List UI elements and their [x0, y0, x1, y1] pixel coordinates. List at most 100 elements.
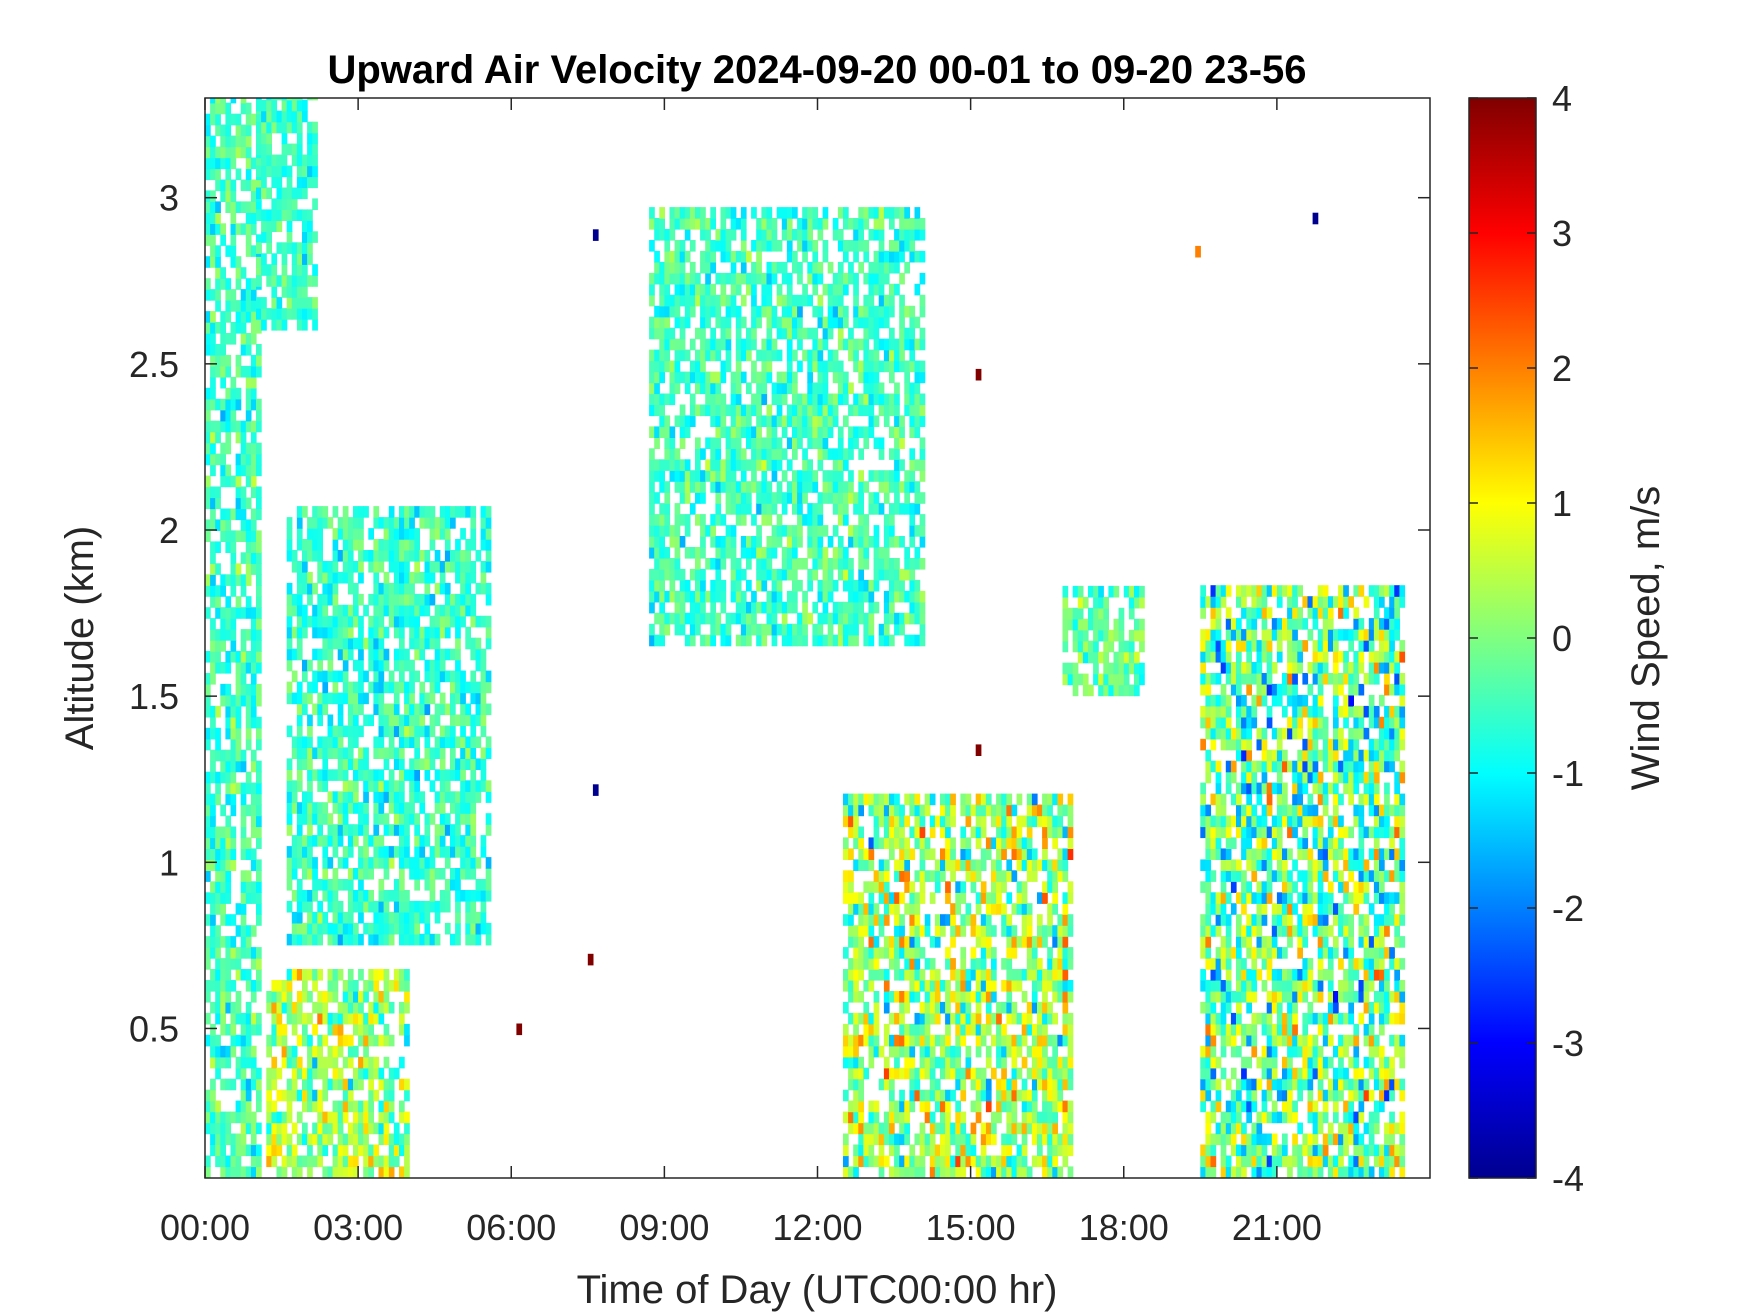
heatmap-cell	[883, 250, 890, 263]
heatmap-cell	[485, 922, 492, 935]
heatmap-cell	[781, 305, 788, 318]
heatmap-cell	[781, 261, 788, 274]
heatmap-cell	[353, 1045, 359, 1058]
heatmap-cell	[296, 692, 303, 705]
heatmap-cell	[302, 242, 308, 254]
heatmap-cell	[205, 574, 211, 586]
heatmap-cell	[230, 1012, 237, 1025]
heatmap-cell	[220, 574, 226, 586]
heatmap-cell	[848, 1067, 854, 1080]
heatmap-cell	[419, 933, 426, 946]
heatmap-cell	[883, 980, 890, 992]
heatmap-cell	[659, 229, 665, 241]
heatmap-cell	[210, 574, 216, 586]
heatmap-cell	[358, 1122, 364, 1135]
heatmap-cell	[205, 519, 211, 531]
heatmap-cell	[276, 1122, 283, 1135]
heatmap-cell	[863, 547, 870, 559]
heatmap-cell	[347, 582, 354, 595]
heatmap-cell	[817, 634, 824, 647]
heatmap-cell	[358, 550, 364, 562]
heatmap-cell	[919, 327, 926, 340]
heatmap-cell	[878, 448, 885, 460]
heatmap-cell	[296, 969, 303, 981]
heatmap-cell	[899, 1155, 905, 1168]
heatmap-cell	[281, 991, 288, 1003]
heatmap-cell	[383, 991, 390, 1003]
heatmap-cell	[929, 892, 936, 904]
heatmap-cell	[751, 437, 757, 449]
heatmap-cell	[296, 110, 303, 123]
heatmap-cell	[689, 371, 696, 384]
heatmap-cell	[302, 659, 308, 672]
heatmap-cell	[843, 881, 849, 893]
heatmap-cell	[771, 382, 778, 395]
heatmap-cell	[710, 415, 716, 427]
heatmap-cell	[250, 508, 257, 521]
heatmap-cell	[383, 747, 390, 759]
heatmap-cell	[868, 590, 875, 603]
heatmap-cell	[674, 536, 681, 548]
heatmap-cell	[853, 804, 859, 817]
heatmap-cell	[899, 1001, 905, 1014]
heatmap-cell	[756, 393, 762, 406]
heatmap-cell	[434, 528, 441, 540]
heatmap-cell	[368, 1100, 374, 1113]
heatmap-cell	[429, 561, 436, 573]
heatmap-cell	[414, 539, 420, 551]
heatmap-cell	[296, 725, 303, 738]
heatmap-cell	[689, 218, 696, 230]
heatmap-cell	[460, 791, 466, 803]
heatmap-cell	[399, 813, 405, 825]
heatmap-cell	[766, 415, 773, 427]
heatmap-cell	[414, 615, 420, 628]
heatmap-cell	[817, 514, 824, 526]
heatmap-cell	[792, 349, 798, 362]
heatmap-cell	[342, 922, 349, 935]
heatmap-cell	[439, 703, 446, 716]
heatmap-cell	[756, 316, 762, 329]
heatmap-cell	[276, 980, 283, 992]
heatmap-cell	[240, 683, 247, 696]
heatmap-cell	[409, 593, 415, 606]
heatmap-cell	[276, 297, 283, 309]
heatmap-cell	[337, 879, 344, 891]
heatmap-cell	[215, 881, 221, 893]
heatmap-cell	[735, 459, 742, 471]
heatmap-cell	[388, 933, 395, 946]
heatmap-cell	[429, 900, 436, 913]
heatmap-cell	[240, 1034, 247, 1047]
heatmap-cell	[266, 242, 272, 254]
heatmap-cell	[929, 980, 936, 992]
heatmap-cell	[399, 615, 405, 628]
heatmap-cell	[419, 857, 426, 869]
heatmap-cell	[797, 612, 803, 625]
heatmap-cell	[455, 769, 461, 781]
heatmap-cell	[245, 541, 252, 553]
heatmap-cell	[761, 360, 768, 373]
heatmap-cell	[991, 969, 997, 981]
heatmap-cell	[985, 1056, 992, 1069]
heatmap-cell	[317, 1045, 323, 1058]
heatmap-cell	[996, 1089, 1002, 1102]
heatmap-cell	[342, 681, 349, 694]
heatmap-cell	[659, 338, 665, 351]
heatmap-cell	[322, 758, 329, 770]
heatmap-cell	[250, 651, 257, 663]
heatmap-cell	[347, 991, 354, 1003]
heatmap-cell	[868, 793, 875, 806]
heatmap-cell	[210, 716, 216, 729]
heatmap-cell	[250, 629, 257, 641]
heatmap-cell	[245, 574, 252, 586]
heatmap-cell	[843, 558, 849, 570]
heatmap-cell	[700, 514, 706, 526]
heatmap-cell	[649, 470, 655, 482]
heatmap-cell	[848, 579, 854, 592]
heatmap-cell	[347, 626, 354, 639]
heatmap-cell	[700, 612, 706, 625]
heatmap-cell	[302, 980, 308, 992]
heatmap-cell	[659, 404, 665, 417]
heatmap-cell	[414, 824, 420, 836]
heatmap-cell	[843, 371, 849, 384]
heatmap-cell	[378, 637, 385, 650]
